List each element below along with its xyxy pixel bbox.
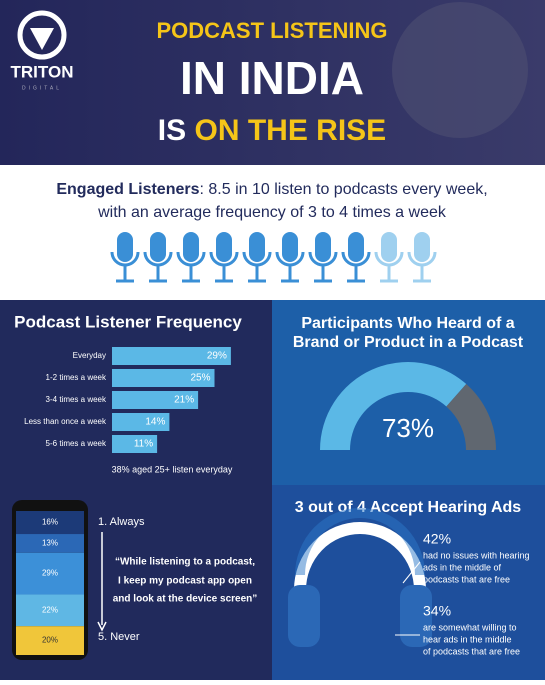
logo: TRITON [11,62,74,81]
text: : 8.5 in 10 listen to podcasts every wee… [200,181,488,198]
mic-icon [308,251,338,283]
mic-icon [282,232,298,262]
mic-icon [143,251,173,283]
ads-bg [272,485,545,680]
arrow [97,621,107,632]
bar [112,369,215,387]
stat-text: hear ads in the middle [423,634,512,644]
stat-text: podcasts that are free [423,574,510,584]
title: IN INDIA [180,52,364,104]
mic-icon [374,251,404,283]
bar [112,435,158,453]
mic-icon [150,232,166,262]
value-label: 21% [174,395,194,406]
headphone-band [295,508,425,576]
mic-icon [216,232,232,262]
phone-segment [16,534,84,553]
chart-title: Brand or Product in a Podcast [293,334,524,351]
title-part: ON THE RISE [195,114,387,147]
scale-label: 5. Never [98,631,140,643]
logo-icon [17,10,67,60]
mic-decor [392,2,528,138]
quote: “While listening to a podcast, [115,557,255,568]
engaged-text: with an average frequency of 3 to 4 time… [97,204,447,221]
gauge-value [320,362,467,450]
mic-icon [242,251,272,283]
bar-label: 3-4 times a week [46,395,107,404]
chart-title: Podcast Listener Frequency [14,312,242,331]
phone-segment [16,552,84,595]
logo-icon [30,28,54,50]
bar-label: Less than once a week [24,417,107,426]
bar [112,413,170,431]
stat-text: had no issues with hearing [423,550,530,560]
mic-icon [117,232,133,262]
bar [112,347,231,365]
stat-value: 34% [423,603,451,619]
mic-icon [414,232,430,262]
ear-cup [288,585,320,647]
mic-icon [209,251,239,283]
value-label: 11% [134,439,153,450]
ear-cup [400,585,432,647]
bar-label: 5-6 times a week [46,439,107,448]
bar [112,391,199,409]
gauge-label: 73% [382,413,434,443]
title: IS ON THE RISE [158,114,386,147]
title: PODCAST LISTENING [156,18,387,43]
engaged-text: Engaged Listeners: 8.5 in 10 listen to p… [56,181,487,198]
note: 38% aged 25+ listen everyday [112,464,233,474]
mic-icon [275,251,305,283]
mic-icon [249,232,265,262]
mic-icon [315,232,331,262]
phone-segment [16,594,84,627]
segment-label: 20% [42,636,58,645]
chart-title: 3 out of 4 Accept Hearing Ads [295,499,522,516]
phone-segment [16,511,84,535]
title-part: IS [158,114,186,147]
gauge-rest [446,383,496,450]
pointer [402,561,421,584]
stat-text: are somewhat willing to [423,622,517,632]
chart-title: Participants Who Heard of a [301,315,514,332]
segment-label: 13% [42,539,58,548]
quote: I keep my podcast app open [118,576,252,587]
bar-label: Everyday [73,351,106,360]
segment-label: 16% [42,518,58,527]
mic-icon [341,251,371,283]
mic-icon [381,232,397,262]
engaged-bg [0,165,545,300]
mic-icon [183,232,199,262]
scale-label: 1. Always [98,516,145,528]
stat-text: of podcasts that are free [423,646,520,656]
lead: Engaged Listeners [56,181,199,198]
stat-text: ads in the middle of [423,562,502,572]
quote: and look at the device screen” [113,594,258,605]
brand-bg [272,300,545,485]
logo-sub: DIGITAL [22,85,62,91]
value-label: 25% [190,373,210,384]
segment-label: 29% [42,569,58,578]
segment-label: 22% [42,605,58,614]
value-label: 14% [145,417,165,428]
stat-value: 42% [423,531,451,547]
mic-icon [348,232,364,262]
mic-icon [407,251,437,283]
phone-segment [16,626,84,655]
mic-icon [110,251,140,283]
mic-icon [176,251,206,283]
value-label: 29% [207,351,227,362]
bar-label: 1-2 times a week [46,373,107,382]
